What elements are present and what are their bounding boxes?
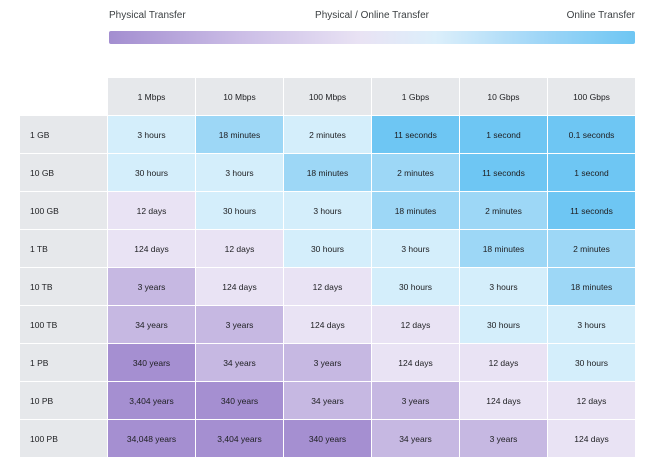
table-row: 1 PB 340 years 34 years 3 years 124 days 12 d… xyxy=(20,344,635,381)
table-cell: 30 hours xyxy=(108,154,195,191)
table-cell: 18 minutes xyxy=(284,154,371,191)
table-cell: 30 hours xyxy=(548,344,635,381)
table-cell: 34 years xyxy=(108,306,195,343)
column-header-100-gbps: 100 Gbps xyxy=(548,78,635,115)
table-cell: 340 years xyxy=(108,344,195,381)
row-header-label: 1 TB xyxy=(30,243,48,254)
table-row: 100 GB 12 days 30 hours 3 hours 18 minutes 2 … xyxy=(20,192,635,229)
row-header-label: 100 GB xyxy=(30,205,59,216)
table-body: 1 GB 3 hours 18 minutes 2 minutes 11 seconds… xyxy=(20,116,635,457)
table-cell: 2 minutes xyxy=(284,116,371,153)
table-row: 1 GB 3 hours 18 minutes 2 minutes 11 seconds… xyxy=(20,116,635,153)
row-header-label: 10 TB xyxy=(30,281,53,292)
legend-label-physical: Physical Transfer xyxy=(109,10,186,21)
row-header: 1 TB xyxy=(20,230,107,267)
row-header: 10 GB xyxy=(20,154,107,191)
row-header-label: 1 GB xyxy=(30,129,50,140)
table-cell: 30 hours xyxy=(196,192,283,229)
table-row: 1 TB 124 days 12 days 30 hours 3 hours 18 min… xyxy=(20,230,635,267)
table-cell: 340 years xyxy=(284,420,371,457)
table-cell: 12 days xyxy=(196,230,283,267)
column-header-1-gbps: 1 Gbps xyxy=(372,78,459,115)
table-row: 10 GB 30 hours 3 hours 18 minutes 2 minutes 1… xyxy=(20,154,635,191)
table-cell: 34 years xyxy=(284,382,371,419)
table-cell: 12 days xyxy=(548,382,635,419)
table-cell: 30 hours xyxy=(284,230,371,267)
row-header: 100 PB xyxy=(20,420,107,457)
row-header-label: 100 TB xyxy=(30,319,58,330)
table-cell: 124 days xyxy=(108,230,195,267)
table-cell: 3 hours xyxy=(548,306,635,343)
table-cell: 30 hours xyxy=(460,306,547,343)
row-header: 10 TB xyxy=(20,268,107,305)
row-header-label: 10 GB xyxy=(30,167,55,178)
table-cell: 11 seconds xyxy=(372,116,459,153)
row-header-label: 10 PB xyxy=(30,395,54,406)
legend-gradient-bar xyxy=(109,31,635,44)
table-cell: 0.1 seconds xyxy=(548,116,635,153)
table-row: 10 PB 3,404 years 340 years 34 years 3 years… xyxy=(20,382,635,419)
table-header-row: 1 Mbps 10 Mbps 100 Mbps 1 Gbps 10 Gbps 100 Gb… xyxy=(20,78,635,115)
table-cell: 11 seconds xyxy=(460,154,547,191)
table-cell: 3 years xyxy=(108,268,195,305)
row-header-label: 1 PB xyxy=(30,357,49,368)
table-cell: 18 minutes xyxy=(196,116,283,153)
table-cell: 12 days xyxy=(284,268,371,305)
table-cell: 1 second xyxy=(460,116,547,153)
table-cell: 2 minutes xyxy=(372,154,459,191)
table-cell: 18 minutes xyxy=(548,268,635,305)
table-cell: 3 years xyxy=(284,344,371,381)
table-cell: 340 years xyxy=(196,382,283,419)
table-row: 10 TB 3 years 124 days 12 days 30 hours 3 hou… xyxy=(20,268,635,305)
table-cell: 34,048 years xyxy=(108,420,195,457)
table-cell: 124 days xyxy=(548,420,635,457)
legend-label-mixed: Physical / Online Transfer xyxy=(315,10,429,21)
column-header-100-mbps: 100 Mbps xyxy=(284,78,371,115)
table-cell: 30 hours xyxy=(372,268,459,305)
table-cell: 124 days xyxy=(460,382,547,419)
table-corner xyxy=(20,78,107,115)
table-cell: 3 hours xyxy=(108,116,195,153)
row-header: 10 PB xyxy=(20,382,107,419)
table-cell: 3 years xyxy=(372,382,459,419)
table-cell: 34 years xyxy=(372,420,459,457)
table-cell: 3 years xyxy=(196,306,283,343)
row-header: 100 GB xyxy=(20,192,107,229)
table-row: 100 TB 34 years 3 years 124 days 12 days 30 h… xyxy=(20,306,635,343)
table-cell: 2 minutes xyxy=(548,230,635,267)
table-cell: 3 hours xyxy=(196,154,283,191)
table-cell: 12 days xyxy=(460,344,547,381)
table-cell: 124 days xyxy=(284,306,371,343)
table-cell: 3 years xyxy=(460,420,547,457)
table-cell: 12 days xyxy=(372,306,459,343)
row-header: 1 PB xyxy=(20,344,107,381)
table-cell: 3 hours xyxy=(284,192,371,229)
table-row: 100 PB 34,048 years 3,404 years 340 years 34… xyxy=(20,420,635,457)
column-header-10-gbps: 10 Gbps xyxy=(460,78,547,115)
transfer-time-table: 1 Mbps 10 Mbps 100 Mbps 1 Gbps 10 Gbps 100 Gb… xyxy=(19,77,636,458)
column-header-10-mbps: 10 Mbps xyxy=(196,78,283,115)
table-cell: 3 hours xyxy=(372,230,459,267)
table-cell: 3,404 years xyxy=(108,382,195,419)
legend-label-online: Online Transfer xyxy=(566,10,635,21)
table-cell: 2 minutes xyxy=(460,192,547,229)
table-cell: 3,404 years xyxy=(196,420,283,457)
table-cell: 3 hours xyxy=(460,268,547,305)
table-cell: 1 second xyxy=(548,154,635,191)
row-header: 100 TB xyxy=(20,306,107,343)
table-cell: 18 minutes xyxy=(372,192,459,229)
row-header-label: 100 PB xyxy=(30,433,58,444)
table-cell: 11 seconds xyxy=(548,192,635,229)
table-cell: 18 minutes xyxy=(460,230,547,267)
table-cell: 34 years xyxy=(196,344,283,381)
table-cell: 12 days xyxy=(108,192,195,229)
table-cell: 124 days xyxy=(196,268,283,305)
row-header: 1 GB xyxy=(20,116,107,153)
table-cell: 124 days xyxy=(372,344,459,381)
column-header-1-mbps: 1 Mbps xyxy=(108,78,195,115)
